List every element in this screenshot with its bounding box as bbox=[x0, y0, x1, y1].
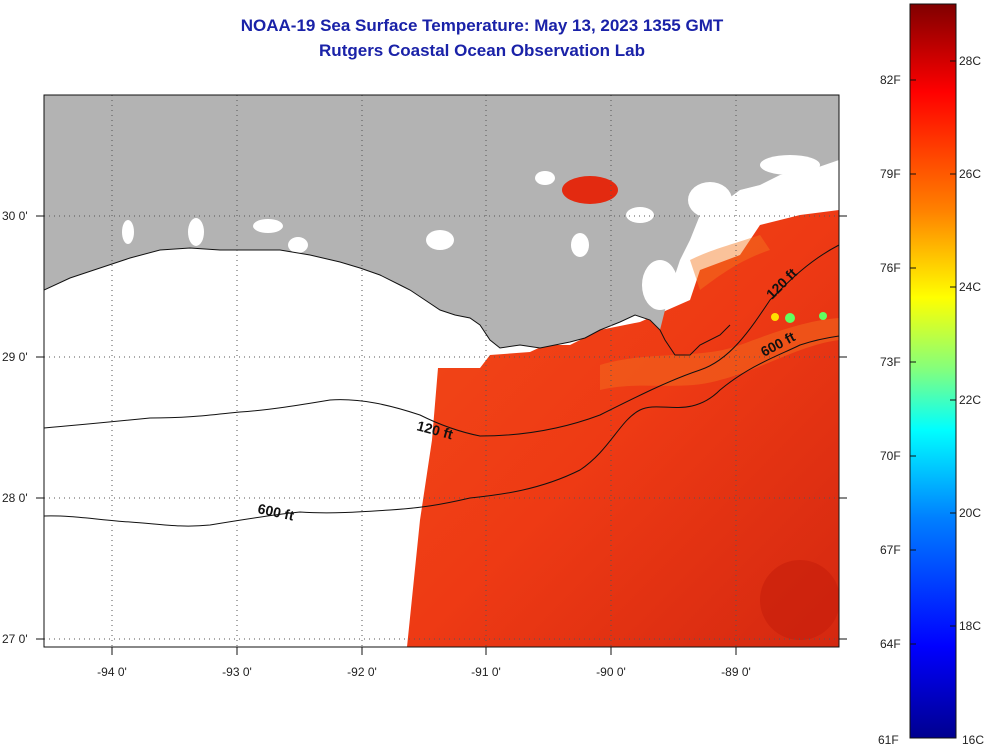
colorbar bbox=[909, 3, 957, 739]
colorbar-label-64f: 64F bbox=[880, 637, 901, 651]
lake bbox=[760, 155, 820, 175]
sst-swath bbox=[407, 210, 839, 647]
colorbar-label-70f: 70F bbox=[880, 449, 901, 463]
lon-label-91: -91 0' bbox=[471, 665, 501, 679]
lon-label-89: -89 0' bbox=[721, 665, 751, 679]
lon-label-93: -93 0' bbox=[222, 665, 252, 679]
colorbar-label-82f: 82F bbox=[880, 73, 901, 87]
lat-label-29: 29 0' bbox=[2, 350, 28, 364]
lon-label-90: -90 0' bbox=[596, 665, 626, 679]
lake bbox=[688, 182, 732, 218]
contour-600ft bbox=[44, 335, 839, 527]
lake bbox=[642, 260, 678, 310]
lat-label-30: 30 0' bbox=[2, 209, 28, 223]
colorbar-label-67f: 67F bbox=[880, 543, 901, 557]
sst-warm-band bbox=[600, 318, 839, 390]
frame-ticks bbox=[36, 215, 847, 655]
colorbar-label-16c: 16C bbox=[962, 733, 984, 747]
graticule bbox=[44, 95, 839, 647]
lake bbox=[426, 230, 454, 250]
lake bbox=[253, 219, 283, 233]
lat-label-28: 28 0' bbox=[2, 491, 28, 505]
land-mass bbox=[44, 95, 839, 348]
map-title: NOAA-19 Sea Surface Temperature: May 13,… bbox=[240, 16, 724, 35]
lat-label-27: 27 0' bbox=[2, 632, 28, 646]
colorbar-label-28c: 28C bbox=[959, 54, 981, 68]
lon-label-92: -92 0' bbox=[347, 665, 377, 679]
colorbar-label-26c: 26C bbox=[959, 167, 981, 181]
lake bbox=[571, 233, 589, 257]
lake bbox=[188, 218, 204, 246]
colorbar-label-61f: 61F bbox=[878, 733, 899, 747]
sst-warm-band bbox=[690, 235, 770, 290]
map-content: 120 ft 600 ft 120 ft 600 ft bbox=[44, 95, 839, 647]
colorbar-label-79f: 79F bbox=[880, 167, 901, 181]
lake bbox=[535, 171, 555, 185]
contour-120ft bbox=[44, 244, 839, 437]
lake-red-spot bbox=[562, 176, 618, 204]
lon-label-94: -94 0' bbox=[97, 665, 127, 679]
sst-cool-spot bbox=[785, 313, 795, 323]
colorbar-label-22c: 22C bbox=[959, 393, 981, 407]
colorbar-label-24c: 24C bbox=[959, 280, 981, 294]
contour-label-600ft-west: 600 ft bbox=[256, 500, 295, 523]
colorbar-label-73f: 73F bbox=[880, 355, 901, 369]
coastline bbox=[44, 247, 731, 356]
colorbar-label-20c: 20C bbox=[959, 506, 981, 520]
map-frame bbox=[43, 94, 840, 648]
lake bbox=[288, 237, 308, 253]
colorbar-label-18c: 18C bbox=[959, 619, 981, 633]
colorbar-ticks bbox=[910, 60, 956, 645]
lake bbox=[122, 220, 134, 244]
colorbar-label-76f: 76F bbox=[880, 261, 901, 275]
map-subtitle: Rutgers Coastal Ocean Observation Lab bbox=[319, 41, 645, 60]
sst-warm-patch bbox=[760, 560, 839, 640]
sst-cool-spot bbox=[771, 313, 779, 321]
sst-cool-spot bbox=[819, 312, 827, 320]
lake bbox=[626, 207, 654, 223]
